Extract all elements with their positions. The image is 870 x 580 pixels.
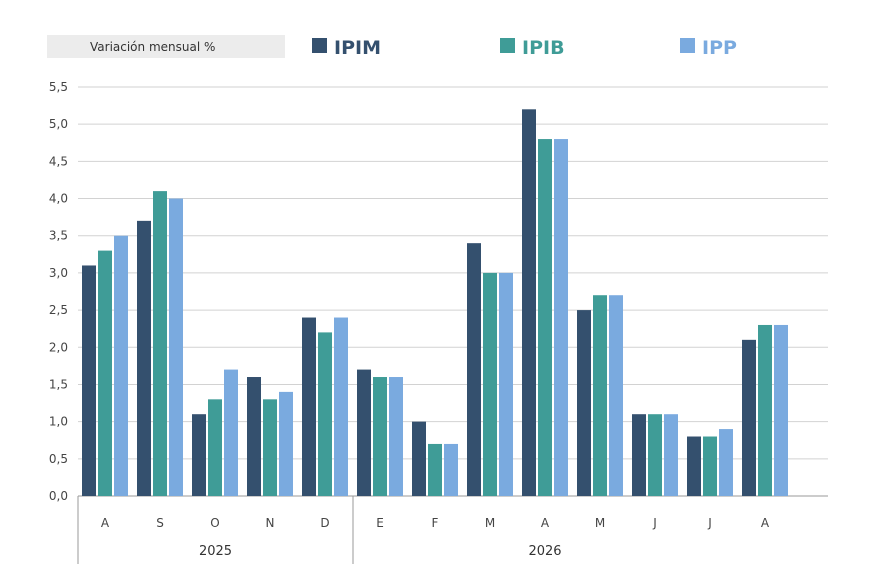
bar-ipim-3	[247, 377, 261, 496]
bar-ipp-0	[114, 235, 128, 496]
bar-ipib-11	[703, 436, 717, 496]
x-tick-label: S	[156, 516, 164, 530]
bar-ipim-0	[82, 265, 96, 496]
legend-label-ipp: IPP	[702, 37, 737, 59]
y-tick-label: 1,5	[49, 377, 68, 391]
bar-ipib-4	[318, 332, 332, 496]
bar-ipp-7	[499, 272, 513, 496]
y-tick-label: 5,0	[49, 117, 68, 131]
bar-ipp-11	[719, 429, 733, 496]
bar-ipib-10	[648, 414, 662, 496]
y-tick-label: 2,5	[49, 303, 68, 317]
legend-swatch-ipim	[312, 38, 327, 53]
y-tick-label: 1,0	[49, 415, 68, 429]
legend-label-ipib: IPIB	[522, 37, 565, 59]
legend-swatch-ipib	[500, 38, 515, 53]
bar-ipib-5	[373, 377, 387, 496]
bar-ipib-8	[538, 139, 552, 496]
x-tick-label: M	[595, 516, 605, 530]
x-tick-label: A	[761, 516, 770, 530]
legend: IPIM IPIB IPP	[312, 37, 737, 59]
y-tick-label: 4,5	[49, 154, 68, 168]
bar-ipp-5	[389, 377, 403, 496]
bar-ipp-1	[169, 198, 183, 496]
y-tick-label: 4,0	[49, 192, 68, 206]
bar-ipim-1	[137, 220, 151, 496]
bar-ipp-4	[334, 317, 348, 496]
bars	[82, 109, 788, 497]
bar-ipp-6	[444, 443, 458, 496]
x-tick-label: A	[541, 516, 550, 530]
x-tick-label: F	[432, 516, 439, 530]
bar-ipib-9	[593, 295, 607, 496]
y-tick-label: 0,5	[49, 452, 68, 466]
bar-ipim-9	[577, 310, 591, 496]
x-axis: A S O N D E F M A M J J A 2025 2026	[77, 496, 770, 564]
bar-ipib-3	[263, 399, 277, 496]
bar-ipib-6	[428, 443, 442, 496]
legend-label-ipim: IPIM	[334, 37, 381, 59]
gridlines	[78, 86, 828, 497]
x-tick-label: O	[210, 516, 219, 530]
bar-ipim-12	[742, 339, 756, 496]
bar-ipib-1	[153, 191, 167, 497]
bar-ipp-10	[664, 414, 678, 496]
bar-ipp-12	[774, 324, 788, 496]
x-tick-label: E	[376, 516, 384, 530]
x-tick-label: N	[266, 516, 275, 530]
y-tick-label: 3,0	[49, 266, 68, 280]
bar-ipib-2	[208, 399, 222, 496]
x-tick-label: J	[652, 516, 657, 530]
y-tick-label: 2,0	[49, 340, 68, 354]
bar-ipp-8	[554, 139, 568, 496]
bar-ipim-2	[192, 414, 206, 496]
y-tick-label: 5,5	[49, 80, 68, 94]
bar-ipim-4	[302, 317, 316, 496]
x-tick-label: D	[320, 516, 329, 530]
year-label: 2026	[528, 544, 561, 559]
bar-ipib-0	[98, 250, 112, 496]
bar-ipp-3	[279, 391, 293, 496]
bar-ipim-10	[632, 414, 646, 496]
bar-ipp-9	[609, 295, 623, 496]
bar-ipim-5	[357, 369, 371, 496]
chart-title: Variación mensual %	[90, 40, 215, 54]
x-tick-label: J	[707, 516, 712, 530]
x-tick-label: M	[485, 516, 495, 530]
bar-ipim-8	[522, 109, 536, 497]
bar-ipib-7	[483, 272, 497, 496]
bar-ipim-6	[412, 421, 426, 496]
bar-ipp-2	[224, 369, 238, 496]
bar-ipib-12	[758, 324, 772, 496]
title-box	[47, 35, 285, 58]
y-tick-label: 0,0	[49, 489, 68, 503]
x-tick-label: A	[101, 516, 110, 530]
bar-ipim-11	[687, 436, 701, 496]
legend-swatch-ipp	[680, 38, 695, 53]
year-label: 2025	[199, 544, 232, 559]
y-axis-tick-labels: 0,0 0,5 1,0 1,5 2,0 2,5 3,0 3,5 4,0 4,5 5,0 5,5	[49, 80, 68, 503]
bar-ipim-7	[467, 243, 481, 496]
y-tick-label: 3,5	[49, 229, 68, 243]
